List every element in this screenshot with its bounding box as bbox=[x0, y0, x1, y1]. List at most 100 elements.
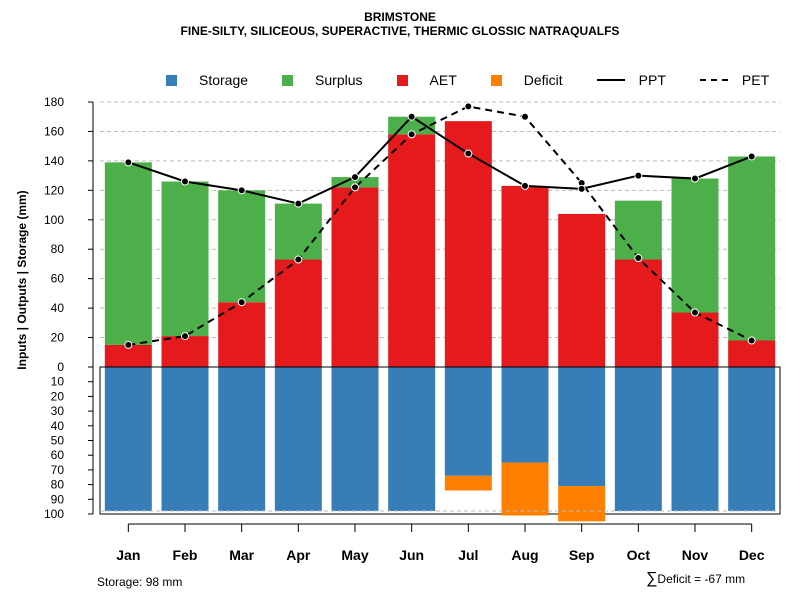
bar-surplus-jan bbox=[104, 162, 152, 345]
point-pet-mar bbox=[237, 298, 246, 307]
y-tick-upper-180-label: 180 bbox=[44, 95, 64, 109]
bar-aet-aug bbox=[501, 185, 549, 367]
point-pet-feb bbox=[181, 332, 189, 341]
chart-title: BRIMSTONE bbox=[364, 10, 436, 24]
bar-aet-mar bbox=[218, 302, 266, 367]
bar-aet-jun bbox=[388, 134, 436, 367]
y-tick-lower-90-label: 90 bbox=[51, 492, 65, 506]
bar-aet-dec bbox=[728, 340, 776, 367]
point-pet-dec bbox=[747, 336, 756, 345]
point-pet-aug bbox=[521, 112, 529, 121]
bar-aet-feb bbox=[161, 336, 209, 367]
y-tick-lower-50-label: 50 bbox=[51, 434, 65, 448]
bar-surplus-may bbox=[331, 177, 379, 188]
y-tick-upper-20-label: 20 bbox=[51, 331, 65, 345]
legend-ppt-label: PPT bbox=[638, 72, 666, 88]
bar-deficit-sep bbox=[558, 486, 606, 522]
legend-surplus: Surplus bbox=[282, 72, 363, 88]
bar-storage-jan bbox=[104, 367, 152, 512]
point-pet-jun bbox=[407, 130, 416, 139]
legend-aet-swatch bbox=[396, 74, 408, 86]
point-pet-apr bbox=[294, 255, 303, 264]
bar-aet-jan bbox=[104, 344, 152, 367]
legend-storage-label: Storage bbox=[199, 72, 249, 88]
point-ppt-feb bbox=[181, 177, 189, 186]
y-tick-upper-100-label: 100 bbox=[44, 213, 64, 227]
bar-surplus-nov bbox=[671, 178, 719, 313]
bar-aet-sep bbox=[558, 213, 606, 367]
legend-surplus-swatch bbox=[282, 74, 294, 86]
point-ppt-sep bbox=[577, 184, 586, 193]
legend-deficit-swatch bbox=[490, 74, 502, 86]
legend-pet-line bbox=[699, 79, 728, 81]
point-ppt-aug bbox=[521, 181, 529, 190]
bar-aet-apr bbox=[274, 259, 322, 367]
x-label-jun: Jun bbox=[399, 547, 424, 563]
point-pet-nov bbox=[691, 308, 699, 317]
point-ppt-may bbox=[351, 173, 359, 182]
y-tick-lower-80-label: 80 bbox=[51, 478, 65, 492]
legend-pet: PET bbox=[699, 72, 769, 88]
line-pet bbox=[128, 105, 753, 346]
legend-aet-label: AET bbox=[429, 72, 457, 88]
bar-storage-dec bbox=[728, 367, 776, 512]
sum-symbol: ∑ bbox=[646, 570, 658, 587]
x-label-dec: Dec bbox=[739, 547, 765, 563]
bar-storage-aug bbox=[501, 367, 549, 463]
y-tick-lower-40-label: 40 bbox=[51, 419, 65, 433]
chart-subtitle: FINE-SILTY, SILICEOUS, SUPERACTIVE, THER… bbox=[180, 24, 620, 38]
point-ppt-mar bbox=[237, 186, 246, 195]
bar-storage-nov bbox=[671, 367, 719, 512]
y-tick-upper-0-label: 0 bbox=[57, 360, 64, 374]
y-tick-upper-160-label: 160 bbox=[44, 124, 64, 138]
legend-surplus-label: Surplus bbox=[315, 72, 363, 88]
x-label-aug: Aug bbox=[511, 547, 538, 563]
point-ppt-jun bbox=[407, 112, 416, 121]
bar-storage-may bbox=[331, 367, 379, 512]
bar-surplus-dec bbox=[728, 156, 776, 341]
point-ppt-jan bbox=[124, 158, 133, 167]
y-tick-upper-40-label: 40 bbox=[51, 301, 65, 315]
y-tick-lower-30-label: 30 bbox=[51, 404, 65, 418]
y-tick-upper-120-label: 120 bbox=[44, 183, 64, 197]
bar-deficit-aug bbox=[501, 462, 549, 516]
legend-deficit: Deficit bbox=[490, 72, 563, 88]
bar-storage-jun bbox=[388, 367, 436, 512]
x-label-jul: Jul bbox=[458, 547, 478, 563]
point-ppt-dec bbox=[747, 152, 756, 161]
legend-ppt: PPT bbox=[596, 72, 666, 88]
point-ppt-oct bbox=[634, 171, 643, 180]
point-pet-may bbox=[351, 183, 359, 192]
bar-aet-may bbox=[331, 187, 379, 367]
x-label-may: May bbox=[341, 547, 368, 563]
y-tick-lower-70-label: 70 bbox=[51, 463, 65, 477]
point-pet-jan bbox=[124, 340, 133, 349]
legend-storage-swatch bbox=[166, 74, 177, 86]
bar-surplus-mar bbox=[218, 190, 266, 303]
bar-surplus-feb bbox=[161, 181, 209, 337]
deficit-note-box: ∑Deficit = -67 mm bbox=[646, 570, 745, 588]
point-pet-jul bbox=[464, 102, 473, 111]
y-tick-lower-100-label: 100 bbox=[44, 507, 64, 521]
bar-storage-mar bbox=[218, 367, 266, 512]
y-tick-lower-20-label: 20 bbox=[51, 389, 65, 403]
legend-deficit-label: Deficit bbox=[523, 72, 563, 88]
deficit-note: Deficit = -67 mm bbox=[657, 572, 746, 586]
legend: Storage Surplus AET Deficit PPT PET bbox=[166, 71, 800, 89]
y-tick-lower-60-label: 60 bbox=[51, 448, 65, 462]
point-ppt-apr bbox=[294, 199, 303, 208]
bar-surplus-apr bbox=[274, 203, 322, 260]
bar-storage-apr bbox=[274, 367, 322, 512]
legend-aet: AET bbox=[396, 72, 457, 88]
line-ppt bbox=[128, 115, 753, 205]
point-ppt-nov bbox=[691, 174, 699, 183]
x-label-jan: Jan bbox=[116, 547, 140, 563]
point-pet-oct bbox=[634, 254, 643, 263]
y-tick-upper-80-label: 80 bbox=[51, 242, 65, 256]
bar-surplus-oct bbox=[614, 200, 662, 260]
legend-storage: Storage bbox=[166, 72, 248, 88]
y-tick-lower-10-label: 10 bbox=[51, 375, 65, 389]
bar-storage-jul bbox=[444, 367, 492, 476]
x-label-apr: Apr bbox=[286, 547, 311, 563]
